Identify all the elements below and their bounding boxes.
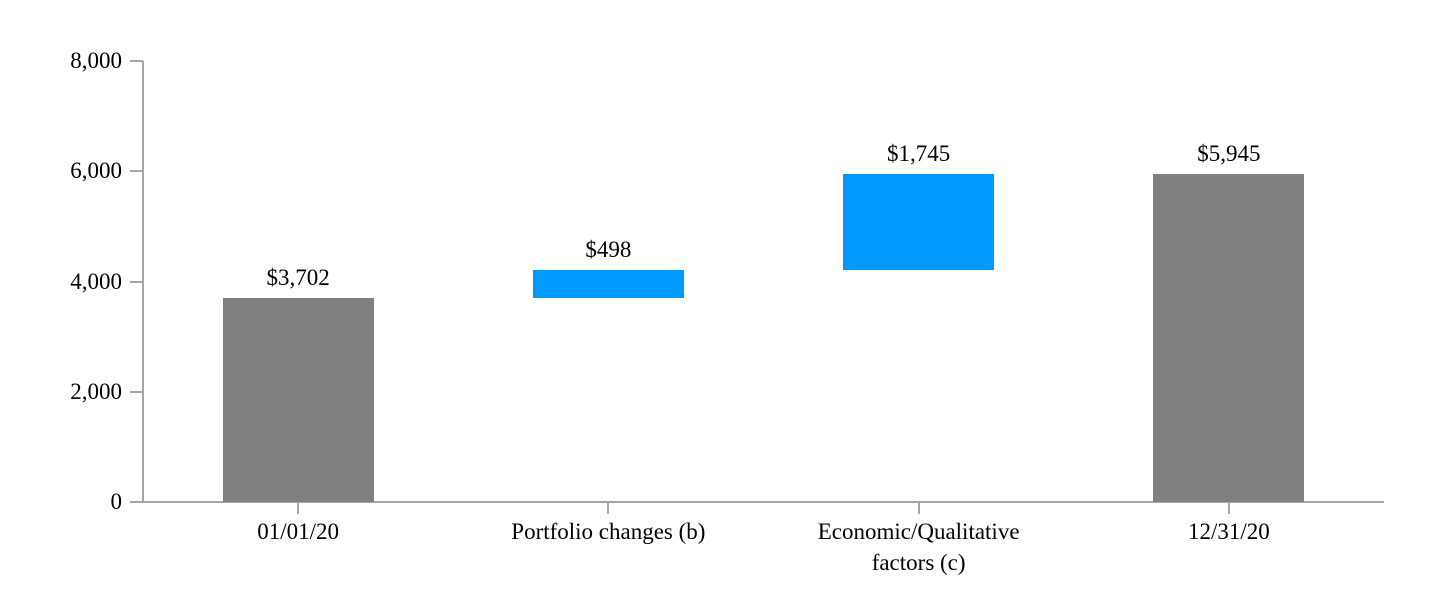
y-axis-tick-label: 4,000 — [70, 268, 122, 294]
y-axis-tick — [130, 170, 143, 173]
y-axis-tick — [130, 280, 143, 283]
x-axis-category-label: Economic/Qualitative factors (c) — [817, 519, 1020, 575]
bar-value-label: $3,702 — [266, 264, 330, 290]
y-axis-tick-label: 8,000 — [70, 48, 122, 73]
x-axis-tick — [297, 503, 300, 514]
x-axis-tick — [917, 503, 920, 514]
x-axis-category-label: 01/01/20 — [257, 519, 340, 544]
x-axis-tick — [607, 503, 610, 514]
y-axis-tick-label: 2,000 — [70, 378, 122, 404]
bar-value-label: $5,945 — [1197, 141, 1261, 167]
x-axis-line — [130, 501, 1384, 503]
x-axis-tick — [1227, 503, 1230, 514]
waterfall-bar-change — [843, 174, 995, 271]
y-axis-line — [142, 61, 144, 503]
x-axis-category-label: Portfolio changes (b) — [511, 519, 706, 544]
bar-value-label: $1,745 — [887, 141, 951, 167]
waterfall-bar-total — [222, 297, 374, 502]
y-axis-tick-label: 0 — [110, 489, 123, 514]
waterfall-bar-total — [1153, 174, 1305, 502]
x-axis-category-label: 12/31/20 — [1187, 519, 1270, 544]
y-axis-tick — [130, 390, 143, 393]
y-axis-tick-label: 6,000 — [70, 158, 122, 184]
y-axis-tick — [130, 501, 143, 503]
bar-value-label: $498 — [585, 237, 632, 263]
y-axis-tick — [130, 60, 143, 62]
waterfall-bar-change — [532, 270, 684, 298]
